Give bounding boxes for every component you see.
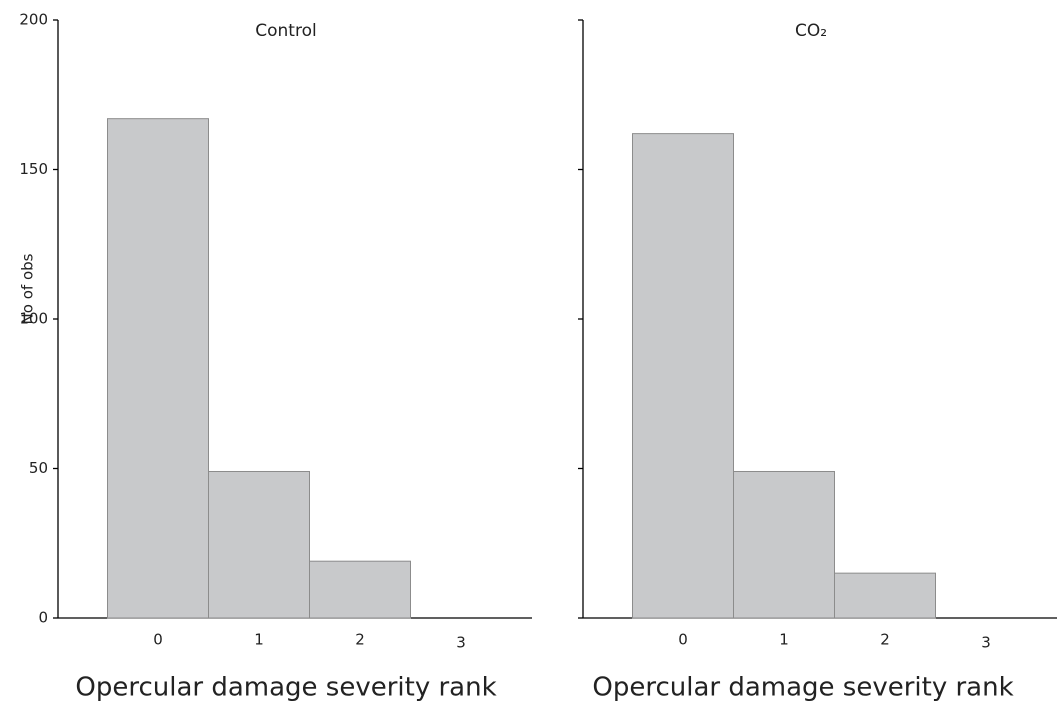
x-tick-label: 0 — [153, 631, 163, 649]
y-tick-label: 200 — [19, 11, 48, 29]
x-tick-label: 3 — [456, 634, 466, 652]
y-tick-label: 100 — [19, 310, 48, 328]
panel-title: CO₂ — [795, 21, 827, 41]
x-axis-label: Opercular damage severity rank — [75, 673, 496, 703]
x-tick-label: 1 — [254, 631, 264, 649]
x-tick-label: 0 — [678, 631, 688, 649]
y-tick-label: 150 — [19, 160, 48, 178]
bar — [733, 470, 835, 619]
bar — [208, 470, 310, 619]
bar — [107, 118, 209, 619]
bar — [632, 133, 734, 619]
panel-title: Control — [255, 21, 316, 41]
x-axis-label: Opercular damage severity rank — [592, 673, 1013, 703]
x-tick-label: 1 — [779, 631, 789, 649]
bar — [309, 560, 411, 619]
x-tick-label: 3 — [981, 634, 991, 652]
x-tick-label: 2 — [355, 631, 365, 649]
y-tick-label: 0 — [38, 609, 48, 627]
y-axis-label: No of obs — [19, 253, 37, 324]
x-tick-label: 2 — [880, 631, 890, 649]
y-tick-label: 50 — [29, 459, 48, 477]
bar — [834, 572, 936, 619]
